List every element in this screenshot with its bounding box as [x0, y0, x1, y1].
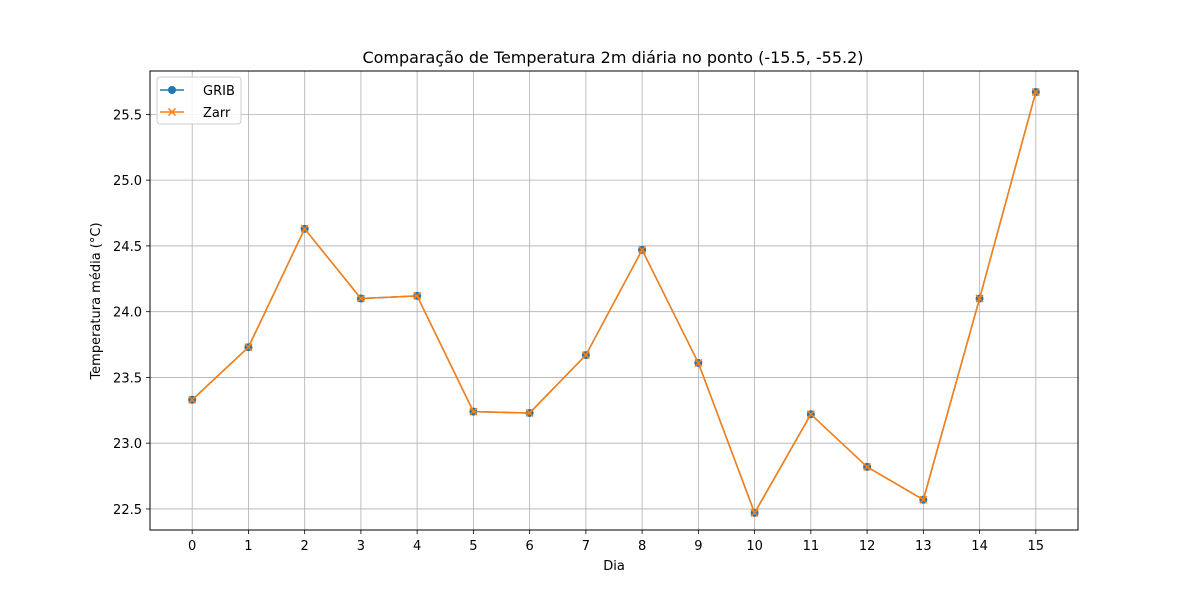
legend-marker-zarr	[167, 107, 177, 117]
data-point-zarr	[244, 343, 253, 352]
data-point-zarr	[750, 508, 759, 517]
x-tick-label: 8	[638, 539, 646, 554]
data-point-zarr	[469, 407, 478, 416]
x-tick-label: 0	[188, 539, 196, 554]
data-point-zarr	[300, 224, 309, 233]
x-tick-label: 6	[525, 539, 533, 554]
data-point-zarr	[975, 294, 984, 303]
x-tick-label: 9	[694, 539, 702, 554]
x-tick-label: 13	[915, 539, 932, 554]
series-zarr	[188, 88, 1040, 517]
data-point-zarr	[919, 495, 928, 504]
x-tick-label: 14	[971, 539, 988, 554]
series-group	[188, 88, 1040, 517]
x-tick-label: 1	[244, 539, 252, 554]
data-point-zarr	[863, 462, 872, 471]
data-point-zarr	[581, 351, 590, 360]
y-axis-ticks: 22.5 23.0 23.5 24.0 24.5 25.0 25.5	[113, 108, 150, 518]
legend-marker-grib	[168, 86, 176, 94]
x-tick-label: 11	[803, 539, 820, 554]
plot-area-frame	[149, 70, 1079, 531]
data-point-zarr	[1031, 88, 1040, 97]
y-tick-label: 25.5	[113, 108, 142, 123]
data-point-zarr	[694, 358, 703, 368]
y-tick-label: 23.0	[113, 437, 142, 452]
series-line-zarr	[191, 91, 1037, 514]
legend-label-zarr: Zarr	[203, 106, 231, 121]
data-point-zarr	[525, 408, 534, 417]
data-point-zarr	[356, 294, 365, 303]
legend: GRIB Zarr	[156, 76, 242, 125]
y-tick-label: 24.0	[113, 306, 142, 321]
y-tick-label: 23.5	[113, 371, 142, 386]
x-tick-label: 12	[859, 539, 876, 554]
data-point-zarr	[188, 395, 197, 404]
x-tick-label: 5	[469, 539, 477, 554]
chart-title: Comparação de Temperatura 2m diária no p…	[362, 48, 863, 67]
data-point-zarr	[806, 410, 815, 419]
x-axis-title: Dia	[603, 559, 625, 574]
x-tick-label: 3	[357, 539, 365, 554]
legend-label-grib: GRIB	[203, 84, 235, 99]
x-tick-label: 2	[301, 539, 309, 554]
y-tick-label: 25.0	[113, 174, 142, 189]
x-tick-label: 4	[413, 539, 421, 554]
y-tick-label: 24.5	[113, 240, 142, 255]
y-axis-title: Temperatura média (°C)	[89, 222, 104, 380]
data-point-zarr	[638, 245, 647, 254]
x-axis-ticks: 0 1 2 3 4 5 6 7 8 9 10 11 12 13 14 15	[188, 530, 1044, 554]
y-tick-label: 22.5	[113, 503, 142, 518]
x-tick-label: 10	[746, 539, 763, 554]
x-tick-label: 15	[1028, 539, 1045, 554]
data-point-zarr	[413, 291, 422, 300]
x-tick-label: 7	[582, 539, 590, 554]
